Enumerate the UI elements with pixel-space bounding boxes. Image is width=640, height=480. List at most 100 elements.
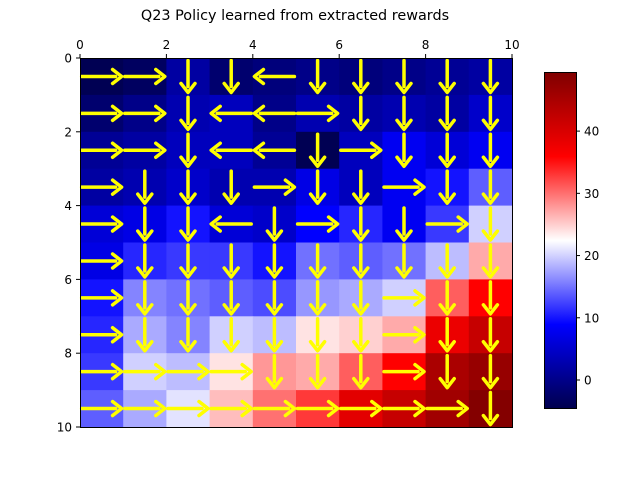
policy-arrow-right (252, 178, 297, 196)
policy-arrow-left (252, 104, 297, 123)
y-tick-label: 8 (64, 347, 72, 361)
policy-arrow-down (438, 243, 456, 279)
policy-arrow-right (382, 178, 426, 196)
policy-arrow-down (395, 58, 413, 95)
colorbar-tick-label: 40 (584, 125, 599, 139)
policy-arrow-down (265, 353, 284, 390)
policy-arrow-down (136, 280, 154, 316)
policy-arrow-down (352, 280, 370, 316)
policy-arrow-right (339, 399, 383, 418)
colorbar-tick-label: 20 (584, 249, 599, 263)
policy-arrow-down (438, 280, 456, 316)
x-tick-label: 2 (163, 38, 171, 52)
x-axis-ticks: 0 2 4 6 8 10 (76, 38, 520, 58)
policy-arrow-right (425, 399, 469, 418)
y-tick-label: 10 (57, 421, 72, 435)
policy-arrow-left (209, 215, 253, 233)
policy-arrow-down (481, 132, 500, 168)
policy-arrow-down (308, 317, 327, 353)
policy-arrow-down (179, 58, 197, 95)
policy-arrow-down (179, 169, 197, 205)
policy-arrow-down (222, 317, 240, 353)
policy-arrows (79, 58, 500, 427)
policy-arrow-down (136, 206, 154, 242)
policy-arrow-right (382, 289, 426, 307)
policy-arrow-down (308, 169, 327, 205)
x-tick-label: 4 (249, 38, 257, 52)
policy-arrow-down (481, 243, 500, 279)
policy-arrow-down (222, 280, 240, 316)
policy-arrow-right (295, 104, 340, 123)
y-tick-label: 2 (64, 125, 72, 139)
policy-arrow-down (352, 206, 370, 242)
policy-arrow-down (222, 169, 240, 205)
policy-arrow-down (438, 58, 456, 95)
policy-arrow-right (425, 215, 469, 233)
policy-arrow-right (79, 289, 124, 307)
policy-arrow-right (79, 104, 124, 123)
colorbar-tick-label: 30 (584, 187, 599, 201)
x-tick-label: 6 (335, 38, 343, 52)
policy-arrow-right (382, 399, 426, 418)
policy-arrow-right (123, 104, 167, 123)
policy-arrow-down (179, 317, 197, 353)
policy-arrow-down (438, 353, 456, 390)
policy-arrow-down (308, 353, 327, 390)
policy-arrow-left (252, 141, 297, 159)
policy-arrow-down (136, 169, 154, 205)
y-tick-label: 4 (64, 199, 72, 213)
policy-arrow-down (352, 243, 370, 279)
policy-arrow-right (79, 326, 124, 344)
policy-arrow-down (265, 206, 284, 242)
policy-arrow-down (136, 243, 154, 279)
policy-arrow-down (481, 390, 500, 427)
policy-arrow-right (209, 399, 253, 418)
colorbar (544, 72, 577, 409)
policy-arrow-down (265, 317, 284, 353)
policy-arrow-right (79, 215, 124, 233)
policy-arrow-down (179, 132, 197, 168)
policy-arrow-right (123, 141, 167, 159)
policy-arrow-right (79, 178, 124, 196)
policy-arrow-down (352, 317, 370, 353)
policy-arrow-down (481, 95, 500, 132)
policy-arrow-right (209, 362, 253, 381)
policy-arrow-down (481, 280, 500, 316)
x-tick-label: 0 (76, 38, 84, 52)
policy-arrow-down (352, 353, 370, 390)
policy-arrow-down (438, 317, 456, 353)
policy-arrow-down (352, 95, 370, 132)
y-tick-label: 6 (64, 273, 72, 287)
policy-arrow-down (438, 169, 456, 205)
policy-arrow-down (438, 132, 456, 168)
colorbar-ticks: 0 10 20 30 40 (576, 125, 599, 388)
policy-arrow-right (123, 67, 167, 86)
policy-arrow-right (79, 399, 124, 418)
policy-arrow-right (123, 362, 167, 381)
policy-arrow-down (179, 243, 197, 279)
policy-arrow-down (395, 95, 413, 132)
policy-arrow-right (79, 252, 124, 270)
policy-arrow-right (252, 399, 297, 418)
policy-arrow-left (252, 67, 297, 86)
policy-arrow-right (382, 362, 426, 381)
policy-arrow-right (79, 67, 124, 86)
policy-arrow-down (179, 95, 197, 132)
policy-arrow-left (209, 104, 253, 123)
policy-arrow-right (166, 362, 210, 381)
colorbar-tick-label: 10 (584, 311, 599, 325)
policy-arrow-right (123, 399, 167, 418)
policy-arrow-right (382, 326, 426, 344)
policy-arrow-down (308, 280, 327, 316)
policy-arrow-down (136, 317, 154, 353)
policy-arrow-down (352, 58, 370, 95)
policy-arrow-right (295, 215, 340, 233)
policy-arrow-right (79, 362, 124, 381)
x-tick-label: 8 (422, 38, 430, 52)
policy-arrow-down (395, 206, 413, 242)
policy-arrow-down (308, 243, 327, 279)
policy-arrow-right (166, 399, 210, 418)
policy-arrow-down (222, 58, 240, 95)
policy-arrow-down (481, 353, 500, 390)
policy-arrow-down (265, 243, 284, 279)
